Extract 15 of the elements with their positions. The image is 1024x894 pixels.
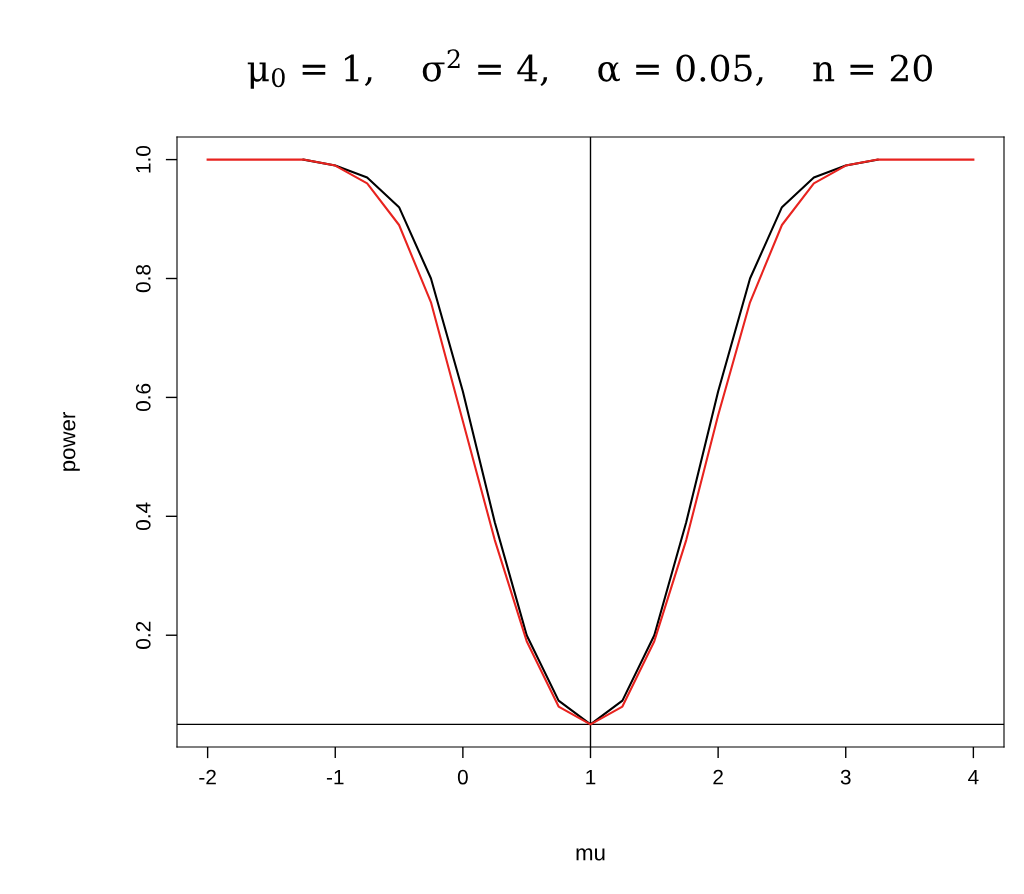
x-tick-label: 3	[840, 769, 851, 785]
y-tick-label: 0.4	[135, 502, 151, 530]
y-tick-label: 1.0	[135, 145, 151, 173]
x-tick-label: -2	[199, 769, 216, 785]
x-axis-title: mu	[576, 848, 605, 861]
x-tick-label: 2	[713, 769, 723, 785]
y-axis-title: power	[63, 412, 80, 471]
y-tick-label: 0.6	[135, 383, 151, 412]
x-tick-label: -1	[326, 769, 344, 785]
chart-title: μ$_{0}$ = 1, σ$^{2}$ = 4, α = 0.05, n = 20	[247, 49, 932, 89]
x-tick-label: 1	[586, 769, 596, 785]
x-tick-label: 0	[457, 769, 468, 785]
y-tick-label: 0.8	[135, 264, 151, 293]
x-tick-label: 4	[968, 769, 979, 785]
y-tick-label: 0.2	[135, 621, 151, 649]
